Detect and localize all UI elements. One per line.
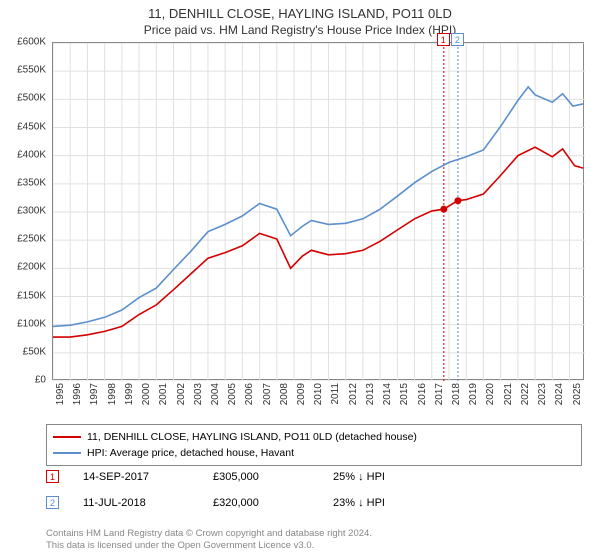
x-tick-label: 2009	[296, 383, 307, 405]
x-tick-label: 1998	[107, 383, 118, 405]
y-tick-label: £450K	[17, 121, 46, 132]
x-tick-label: 2018	[451, 383, 462, 405]
y-tick-label: £200K	[17, 262, 46, 273]
x-tick-label: 2019	[468, 383, 479, 405]
x-tick-label: 2004	[210, 383, 221, 405]
legend-swatch	[53, 436, 81, 438]
y-tick-label: £50K	[23, 346, 46, 357]
sale-delta: 25% ↓ HPI	[333, 471, 385, 483]
x-tick-label: 2000	[141, 383, 152, 405]
x-tick-label: 2003	[193, 383, 204, 405]
sale-delta: 23% ↓ HPI	[333, 497, 385, 509]
y-tick-label: £300K	[17, 206, 46, 217]
x-tick-label: 2014	[382, 383, 393, 405]
chart-container: 11, DENHILL CLOSE, HAYLING ISLAND, PO11 …	[0, 0, 600, 560]
y-tick-label: £150K	[17, 290, 46, 301]
y-tick-label: £600K	[17, 37, 46, 48]
x-tick-label: 1997	[89, 383, 100, 405]
legend-box: 11, DENHILL CLOSE, HAYLING ISLAND, PO11 …	[46, 424, 582, 466]
chart-svg	[53, 43, 585, 381]
x-tick-label: 2023	[537, 383, 548, 405]
sale-marker-icon: 2	[46, 496, 59, 509]
sale-marker-flag: 1	[437, 33, 450, 46]
sale-marker-icon: 1	[46, 470, 59, 483]
x-tick-label: 2005	[227, 383, 238, 405]
y-tick-label: £500K	[17, 93, 46, 104]
footer-attribution: Contains HM Land Registry data © Crown c…	[46, 528, 582, 553]
title-main: 11, DENHILL CLOSE, HAYLING ISLAND, PO11 …	[0, 6, 600, 21]
titles: 11, DENHILL CLOSE, HAYLING ISLAND, PO11 …	[0, 0, 600, 37]
x-tick-label: 2016	[417, 383, 428, 405]
legend-item: 11, DENHILL CLOSE, HAYLING ISLAND, PO11 …	[53, 429, 575, 445]
x-tick-label: 2022	[520, 383, 531, 405]
x-tick-label: 2011	[330, 383, 341, 405]
x-tick-label: 2012	[348, 383, 359, 405]
x-tick-label: 1995	[55, 383, 66, 405]
x-tick-label: 2002	[176, 383, 187, 405]
x-tick-label: 2025	[572, 383, 583, 405]
x-tick-label: 1996	[72, 383, 83, 405]
chart-plot-area: 12	[52, 42, 584, 380]
sale-price: £320,000	[213, 497, 333, 509]
x-tick-label: 2021	[503, 383, 514, 405]
x-tick-label: 2013	[365, 383, 376, 405]
title-sub: Price paid vs. HM Land Registry's House …	[0, 23, 600, 37]
legend-item: HPI: Average price, detached house, Hava…	[53, 445, 575, 461]
sale-price: £305,000	[213, 471, 333, 483]
x-tick-label: 2024	[554, 383, 565, 405]
x-tick-label: 2006	[244, 383, 255, 405]
x-tick-label: 2017	[434, 383, 445, 405]
sale-row: 1 14-SEP-2017 £305,000 25% ↓ HPI	[46, 470, 582, 483]
y-tick-label: £400K	[17, 149, 46, 160]
x-tick-label: 2001	[158, 383, 169, 405]
y-tick-label: £100K	[17, 318, 46, 329]
legend-label: HPI: Average price, detached house, Hava…	[87, 447, 294, 459]
y-tick-label: £250K	[17, 234, 46, 245]
y-tick-label: £0	[35, 375, 46, 386]
y-axis-labels: £0£50K£100K£150K£200K£250K£300K£350K£400…	[0, 42, 50, 380]
x-tick-label: 2008	[279, 383, 290, 405]
x-tick-label: 2015	[399, 383, 410, 405]
x-tick-label: 1999	[124, 383, 135, 405]
legend-swatch	[53, 452, 81, 454]
footer-line: Contains HM Land Registry data © Crown c…	[46, 528, 582, 540]
y-tick-label: £350K	[17, 177, 46, 188]
sale-date: 11-JUL-2018	[83, 497, 213, 509]
y-tick-label: £550K	[17, 65, 46, 76]
x-axis-labels: 1995 1996 1997 1998 1999 2000 2001 2002 2003 2004…	[52, 381, 584, 421]
x-tick-label: 2007	[262, 383, 273, 405]
sale-marker-flag: 2	[451, 33, 464, 46]
sale-row: 2 11-JUL-2018 £320,000 23% ↓ HPI	[46, 496, 582, 509]
sale-date: 14-SEP-2017	[83, 471, 213, 483]
x-tick-label: 2010	[313, 383, 324, 405]
x-tick-label: 2020	[485, 383, 496, 405]
footer-line: This data is licensed under the Open Gov…	[46, 540, 582, 552]
legend-label: 11, DENHILL CLOSE, HAYLING ISLAND, PO11 …	[87, 431, 417, 443]
